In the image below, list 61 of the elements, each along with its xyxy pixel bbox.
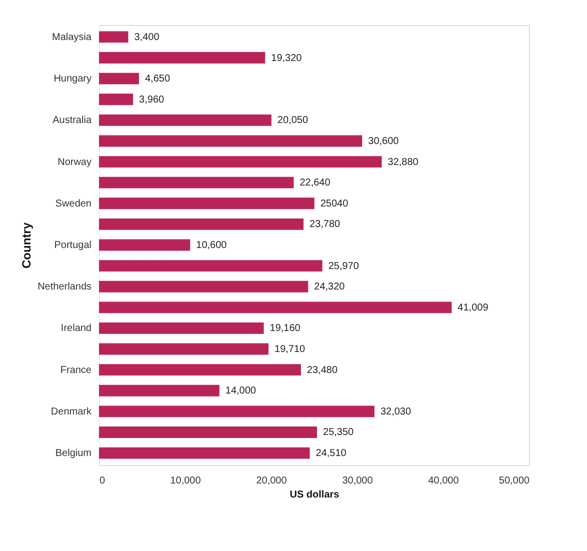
data-label: 4,650 [144, 74, 170, 85]
bar [99, 426, 318, 438]
y-tick-label: Hungary [54, 74, 92, 85]
y-tick-label: Netherlands [38, 282, 92, 293]
y-tick-label: Malaysia [52, 32, 92, 43]
bar [99, 322, 264, 334]
x-axis-title: US dollars [290, 490, 340, 500]
bar [99, 302, 452, 314]
y-tick-label: Denmark [50, 406, 92, 418]
data-label: 20,050 [277, 115, 308, 126]
bar [99, 447, 310, 459]
data-label: 25,970 [328, 260, 360, 272]
bar [99, 114, 272, 126]
bar [99, 364, 301, 376]
y-axis-title: Country [20, 222, 34, 268]
data-label: 19,710 [274, 344, 306, 356]
data-label: 32,030 [380, 406, 412, 418]
bar [99, 280, 308, 292]
data-label: 24,320 [314, 282, 346, 293]
x-tick-label: 10,000 [170, 476, 202, 486]
data-label: 30,600 [368, 136, 400, 147]
bar [99, 94, 134, 106]
x-tick-label: 0 [100, 476, 106, 486]
y-tick-label: Portugal [54, 240, 92, 251]
data-label: 24,510 [316, 448, 347, 460]
data-label: 10,600 [196, 240, 228, 251]
data-label: 19,320 [271, 52, 302, 64]
data-label: 23,480 [306, 364, 338, 376]
data-label: 25040 [320, 198, 349, 210]
bar [99, 384, 220, 396]
bar [99, 31, 128, 43]
bar [99, 52, 266, 64]
x-tick-label: 20,000 [256, 476, 288, 486]
bar [99, 135, 362, 147]
data-label: 3,400 [134, 32, 160, 43]
data-label: 25,350 [323, 427, 354, 438]
y-tick-label: France [60, 364, 92, 376]
bar [99, 72, 139, 84]
x-tick-label: 40,000 [428, 476, 460, 486]
data-label: 41,009 [458, 302, 489, 314]
y-tick-label: Sweden [55, 198, 92, 210]
y-tick-label: Australia [52, 115, 92, 126]
bar [99, 176, 294, 188]
bar [99, 406, 374, 418]
data-label: 32,880 [388, 156, 419, 168]
x-tick-label: 30,000 [342, 476, 374, 486]
data-label: 22,640 [300, 178, 331, 189]
bar [99, 198, 314, 210]
bar [99, 239, 190, 251]
data-label: 19,160 [270, 323, 301, 334]
bar [99, 260, 322, 272]
y-tick-label: Ireland [60, 323, 92, 334]
data-label: 23,780 [310, 219, 341, 230]
x-tick-label: 50,000 [498, 476, 530, 486]
y-tick-label: Norway [58, 156, 92, 168]
bar [99, 343, 269, 355]
data-label: 3,960 [139, 94, 165, 106]
data-label: 14,000 [225, 386, 256, 397]
y-tick-label: Belgium [55, 448, 92, 460]
bar [99, 156, 382, 168]
bar [99, 218, 304, 230]
